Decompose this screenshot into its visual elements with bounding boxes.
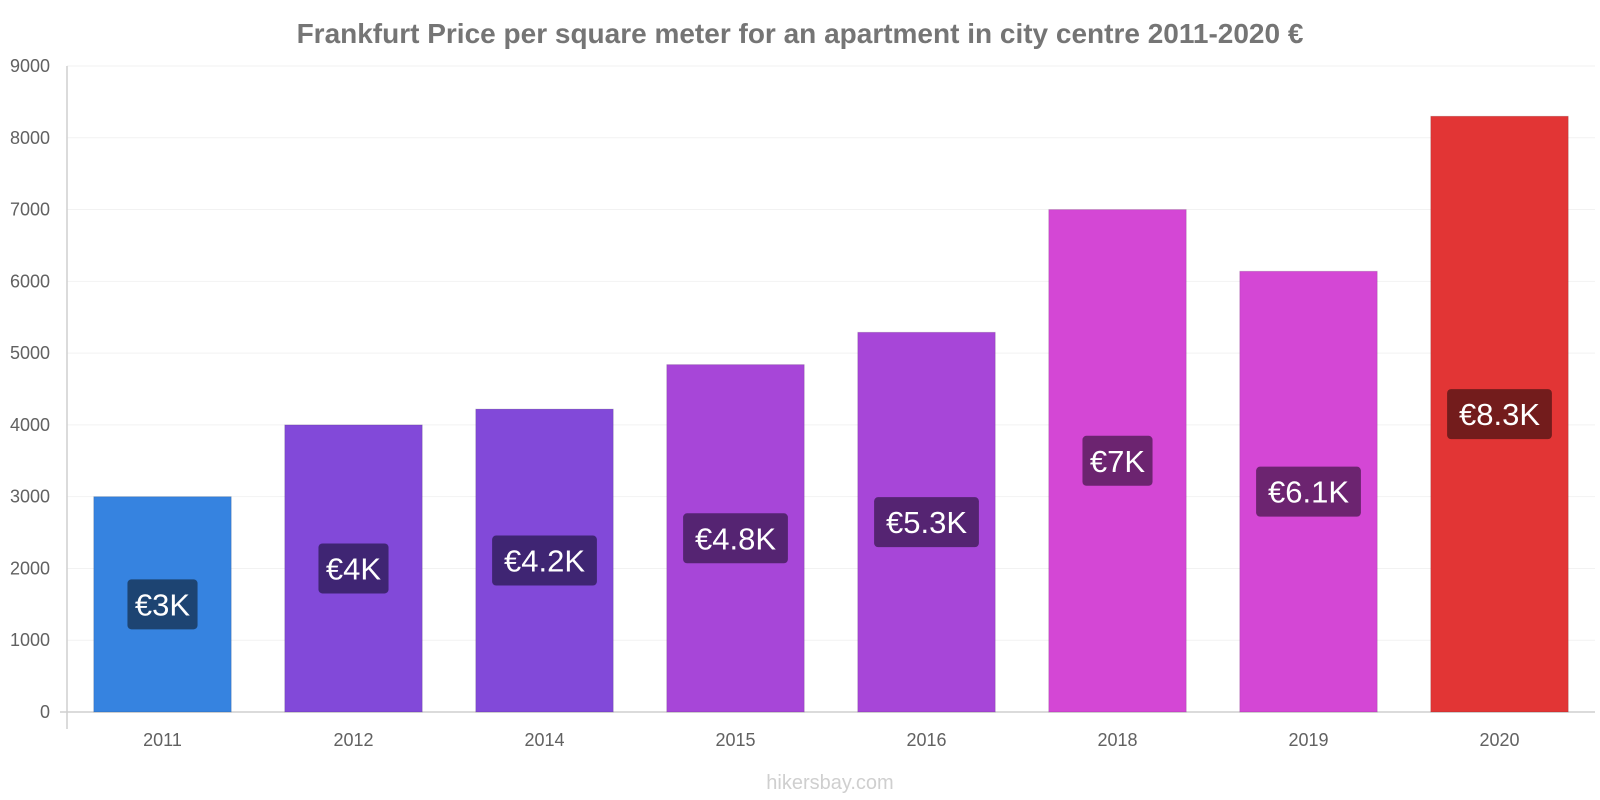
y-tick-label: 6000 (10, 271, 50, 291)
x-tick-label: 2015 (715, 730, 755, 750)
data-label-box (683, 513, 788, 564)
y-tick-label: 1000 (10, 630, 50, 650)
data-label: €6.1K (1268, 475, 1349, 510)
x-axis-ticks: 2011 2012 2014 2015 2016 2018 2019 2020 (143, 730, 1519, 750)
x-tick-label: 2018 (1097, 730, 1137, 750)
y-tick-label: 8000 (10, 128, 50, 148)
y-tick-label: 4000 (10, 415, 50, 435)
y-tick-label: 0 (40, 702, 50, 722)
data-label-box (1082, 435, 1153, 486)
data-label-box (874, 497, 979, 548)
data-label-box (1256, 466, 1361, 517)
x-tick-label: 2020 (1479, 730, 1519, 750)
data-label: €3K (135, 587, 190, 622)
data-label-box (127, 579, 198, 630)
y-tick-label: 7000 (10, 200, 50, 220)
x-tick-label: 2019 (1288, 730, 1328, 750)
data-label: €8.3K (1459, 397, 1540, 432)
y-tick-label: 3000 (10, 487, 50, 507)
watermark: hikersbay.com (766, 772, 893, 794)
data-label-box (1447, 389, 1552, 440)
chart-title: Frankfurt Price per square meter for an … (297, 18, 1304, 49)
data-label-box (318, 543, 389, 594)
data-label: €4.8K (695, 521, 776, 556)
data-label-box (492, 535, 597, 586)
x-tick-label: 2014 (524, 730, 564, 750)
data-label: €5.3K (886, 505, 967, 540)
y-axis-ticks: 0 1000 2000 3000 4000 5000 6000 7000 8000 9000 (10, 56, 50, 722)
data-label: €7K (1090, 444, 1145, 479)
bars (93, 115, 1569, 713)
x-tick-label: 2011 (143, 730, 182, 750)
x-tick-label: 2012 (333, 730, 373, 750)
data-label: €4K (326, 551, 381, 586)
data-label: €4.2K (504, 544, 585, 579)
y-tick-label: 9000 (10, 56, 50, 76)
y-tick-label: 2000 (10, 558, 50, 578)
x-tick-label: 2016 (906, 730, 946, 750)
data-labels: €3K €4K €4.2K €4.8K €5.3K €7K €6.1K €8.3K (127, 389, 1552, 630)
y-tick-label: 5000 (10, 343, 50, 363)
